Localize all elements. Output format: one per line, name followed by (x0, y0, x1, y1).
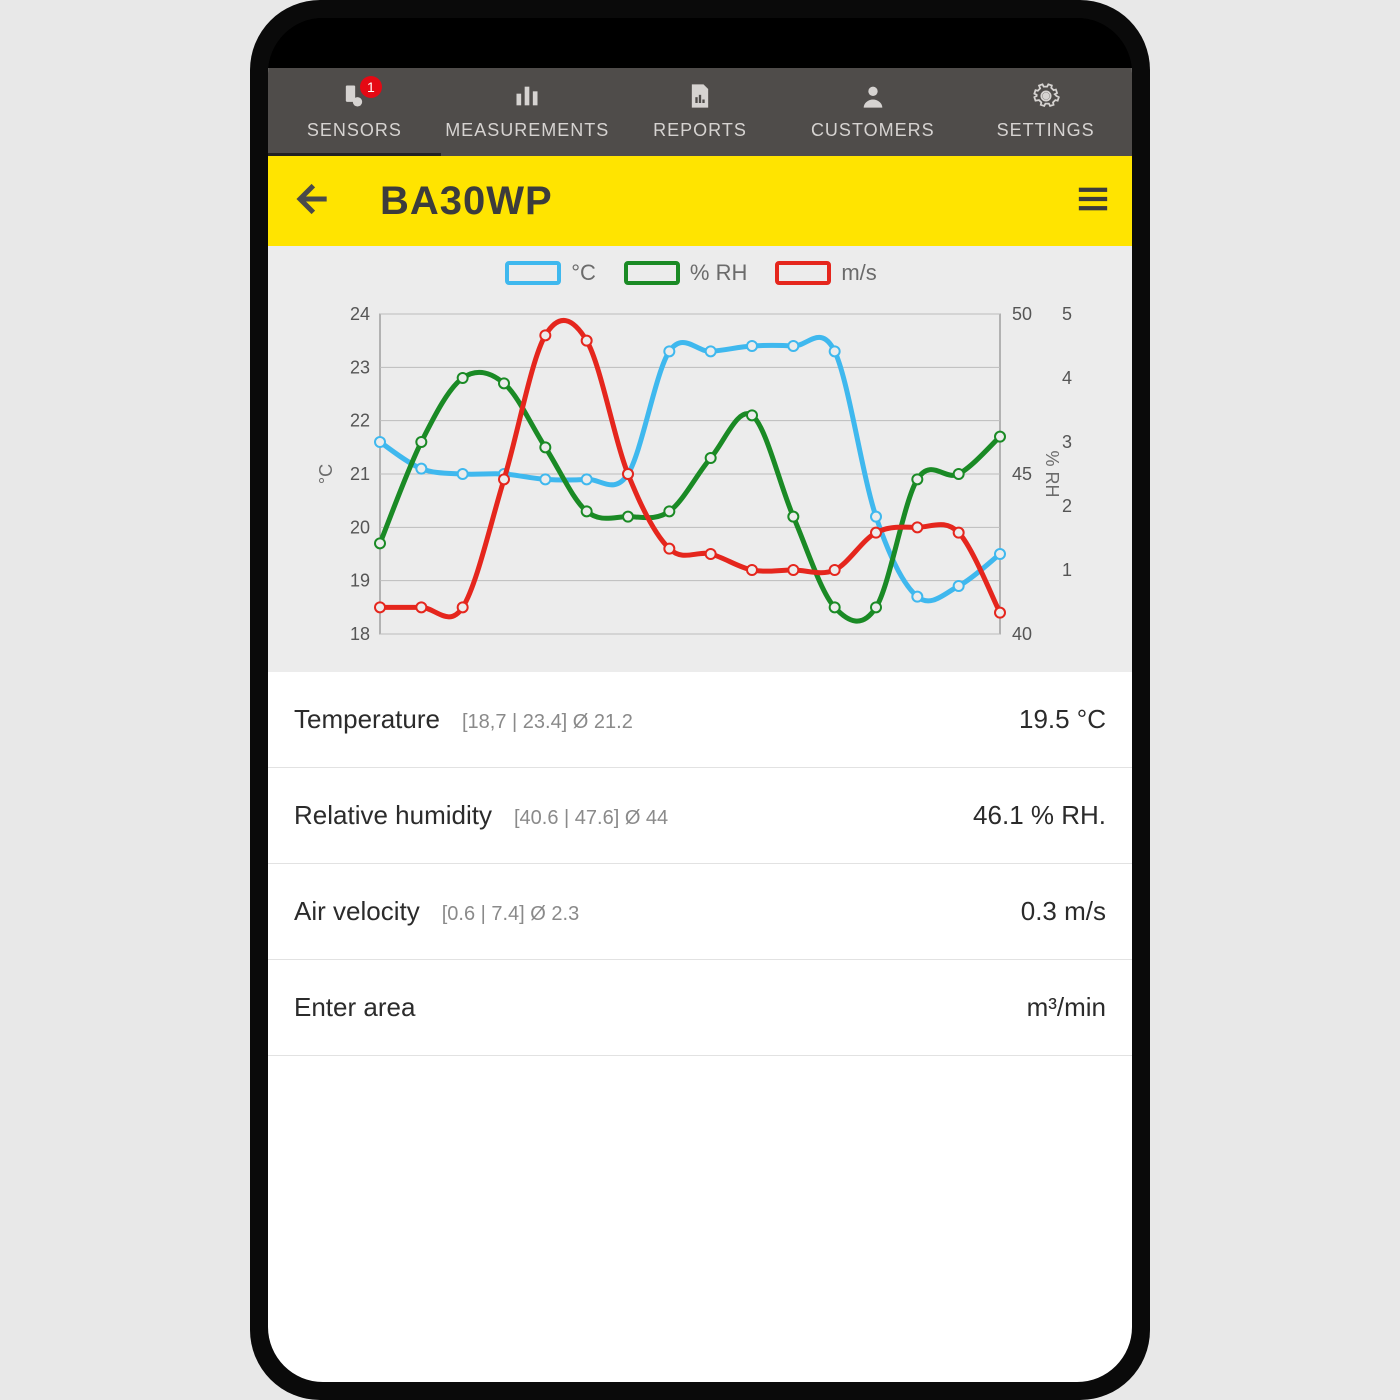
tab-customers[interactable]: CUSTOMERS (786, 68, 959, 156)
svg-text:°C: °C (316, 464, 336, 484)
svg-text:24: 24 (350, 304, 370, 324)
svg-text:m/s: m/s (1086, 460, 1090, 489)
tab-label: SETTINGS (997, 120, 1095, 140)
reading-range: [40.6 | 47.6] Ø 44 (514, 807, 668, 830)
reading-value: 46.1 % RH. (973, 800, 1106, 831)
reading-name: Temperature (294, 704, 440, 735)
svg-text:23: 23 (350, 357, 370, 377)
reading-row[interactable]: Enter area m³/min (268, 960, 1132, 1056)
phone-screen: SENSORS 1 MEASUREMENTS REPORTS (268, 18, 1132, 1382)
reading-name: Relative humidity (294, 800, 492, 831)
reading-row[interactable]: Air velocity [0.6 | 7.4] Ø 2.3 0.3 m/s (268, 864, 1132, 960)
svg-text:45: 45 (1012, 464, 1032, 484)
svg-text:5: 5 (1062, 304, 1072, 324)
tab-sensors[interactable]: SENSORS 1 (268, 68, 441, 156)
status-bar (268, 18, 1132, 68)
legend-swatch-ms (775, 261, 831, 285)
top-tab-bar: SENSORS 1 MEASUREMENTS REPORTS (268, 68, 1132, 156)
svg-text:4: 4 (1062, 368, 1072, 388)
legend-label: % RH (690, 260, 747, 286)
svg-text:2: 2 (1062, 496, 1072, 516)
bars-icon (441, 82, 614, 112)
hamburger-menu[interactable] (1076, 182, 1110, 221)
svg-text:18: 18 (350, 624, 370, 644)
sensor-chart: 18192021222324°C404550% RH12345m/s (310, 294, 1090, 654)
svg-text:20: 20 (350, 517, 370, 537)
svg-text:19: 19 (350, 571, 370, 591)
reading-range: [0.6 | 7.4] Ø 2.3 (442, 903, 580, 926)
page-title: BA30WP (380, 179, 1076, 224)
chart-legend: °C % RH m/s (278, 260, 1122, 286)
legend-swatch-rh (624, 261, 680, 285)
reading-row[interactable]: Relative humidity [40.6 | 47.6] Ø 44 46.1 … (268, 768, 1132, 864)
readings-list: Temperature [18,7 | 23.4] Ø 21.2 19.5 °C Re… (268, 672, 1132, 1056)
reading-name: Enter area (294, 992, 415, 1023)
reading-name: Air velocity (294, 896, 420, 927)
gear-icon (959, 82, 1132, 112)
tab-label: MEASUREMENTS (445, 120, 609, 140)
tab-label: CUSTOMERS (811, 120, 935, 140)
legend-swatch-temp (505, 261, 561, 285)
back-button[interactable] (290, 179, 330, 224)
tab-label: REPORTS (653, 120, 747, 140)
phone-frame: SENSORS 1 MEASUREMENTS REPORTS (250, 0, 1150, 1400)
report-icon (614, 82, 787, 112)
svg-text:40: 40 (1012, 624, 1032, 644)
sensor-icon (268, 82, 441, 112)
svg-text:% RH: % RH (1042, 450, 1062, 497)
svg-text:22: 22 (350, 411, 370, 431)
tab-label: SENSORS (307, 120, 402, 140)
reading-value: m³/min (1027, 992, 1106, 1023)
svg-text:1: 1 (1062, 560, 1072, 580)
legend-label: m/s (841, 260, 876, 286)
svg-text:50: 50 (1012, 304, 1032, 324)
tab-settings[interactable]: SETTINGS (959, 68, 1132, 156)
tab-measurements[interactable]: MEASUREMENTS (441, 68, 614, 156)
page-header: BA30WP (268, 156, 1132, 246)
chart-panel: °C % RH m/s 18192021222324°C404550% RH12… (268, 246, 1132, 672)
person-icon (786, 82, 959, 112)
legend-label: °C (571, 260, 596, 286)
reading-value: 0.3 m/s (1021, 896, 1106, 927)
svg-text:3: 3 (1062, 432, 1072, 452)
reading-value: 19.5 °C (1019, 704, 1106, 735)
tab-reports[interactable]: REPORTS (614, 68, 787, 156)
svg-text:21: 21 (350, 464, 370, 484)
reading-row[interactable]: Temperature [18,7 | 23.4] Ø 21.2 19.5 °C (268, 672, 1132, 768)
reading-range: [18,7 | 23.4] Ø 21.2 (462, 711, 633, 734)
